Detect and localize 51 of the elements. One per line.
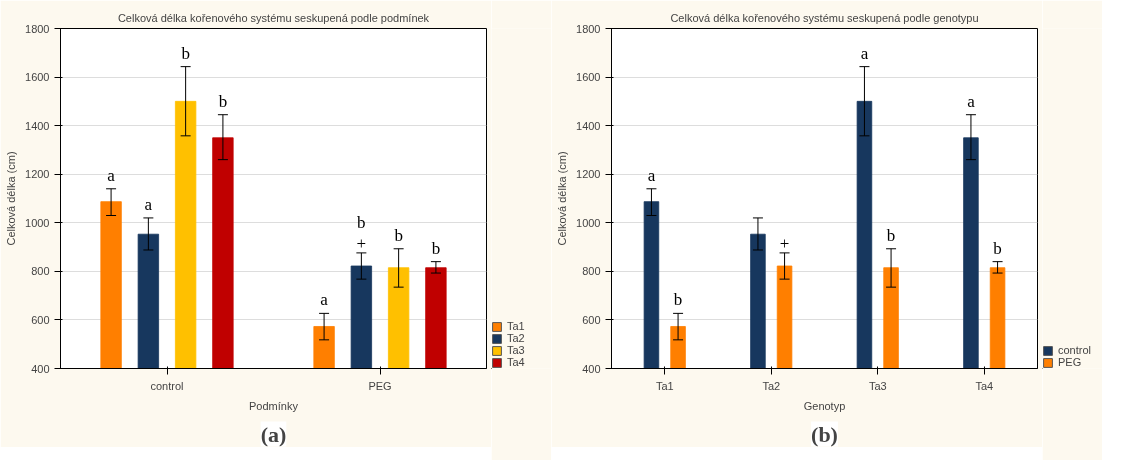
legend-label: PEG — [1058, 356, 1082, 368]
y-tick-label: 1400 — [25, 119, 50, 132]
legend-label: Ta3 — [507, 344, 526, 356]
chart-title: Celková délka kořenového systému seskupená podle podmínek — [117, 11, 430, 24]
y-tick-label: 600 — [31, 313, 50, 326]
y-tick-label: 1600 — [576, 71, 601, 84]
data-label: + — [779, 233, 790, 253]
legend-label: Ta4 — [507, 356, 526, 368]
y-axis-title: Celková délka (cm) — [5, 151, 18, 246]
x-tick-label: Ta1 — [655, 379, 674, 392]
text: (a) — [260, 421, 287, 447]
data-label: a — [320, 290, 329, 310]
y-tick-label: 400 — [582, 362, 601, 375]
data-label: a — [967, 91, 976, 111]
y-tick-label: 600 — [582, 313, 601, 326]
y-tick-label: 1000 — [576, 216, 601, 229]
x-tick-label: PEG — [368, 379, 392, 392]
y-tick-label: 400 — [31, 362, 50, 375]
legend-label: Ta1 — [507, 320, 526, 332]
x-axis-title: Genotyp — [803, 399, 846, 412]
y-tick-label: 800 — [31, 265, 50, 278]
y-tick-label: 1800 — [576, 22, 601, 35]
data-label: a — [860, 43, 869, 63]
text: (b) — [811, 421, 838, 447]
y-tick-label: 1200 — [576, 168, 601, 181]
y-tick-label: 1400 — [576, 119, 601, 132]
x-tick-label: Ta3 — [868, 379, 887, 392]
y-axis-title: Celková délka (cm) — [556, 151, 569, 246]
legend-label: control — [1058, 344, 1092, 356]
y-tick-label: 1800 — [25, 22, 50, 35]
y-tick-label: 1200 — [25, 168, 50, 181]
data-label: b — [673, 290, 683, 310]
x-axis-title: Podmínky — [249, 399, 299, 412]
data-label: a — [647, 165, 656, 185]
data-label: b — [181, 43, 190, 63]
data-label: b + — [356, 212, 367, 253]
data-label: b — [394, 225, 403, 245]
x-tick-label: Ta4 — [975, 379, 994, 392]
x-tick-label: Ta2 — [762, 379, 781, 392]
x-tick-label: control — [150, 379, 184, 392]
data-label: b — [431, 238, 441, 258]
legend-label: Ta2 — [507, 332, 526, 344]
y-tick-label: 1000 — [25, 216, 50, 229]
y-tick-label: 800 — [582, 265, 601, 278]
y-tick-label: 1600 — [25, 71, 50, 84]
data-label: a — [144, 194, 153, 214]
data-label: b — [886, 225, 896, 245]
data-label: b — [218, 91, 228, 111]
chart-title: Celková délka kořenového systému seskupená podle genotypu — [670, 11, 979, 24]
data-label: a — [107, 165, 116, 185]
data-label: b — [993, 238, 1002, 258]
